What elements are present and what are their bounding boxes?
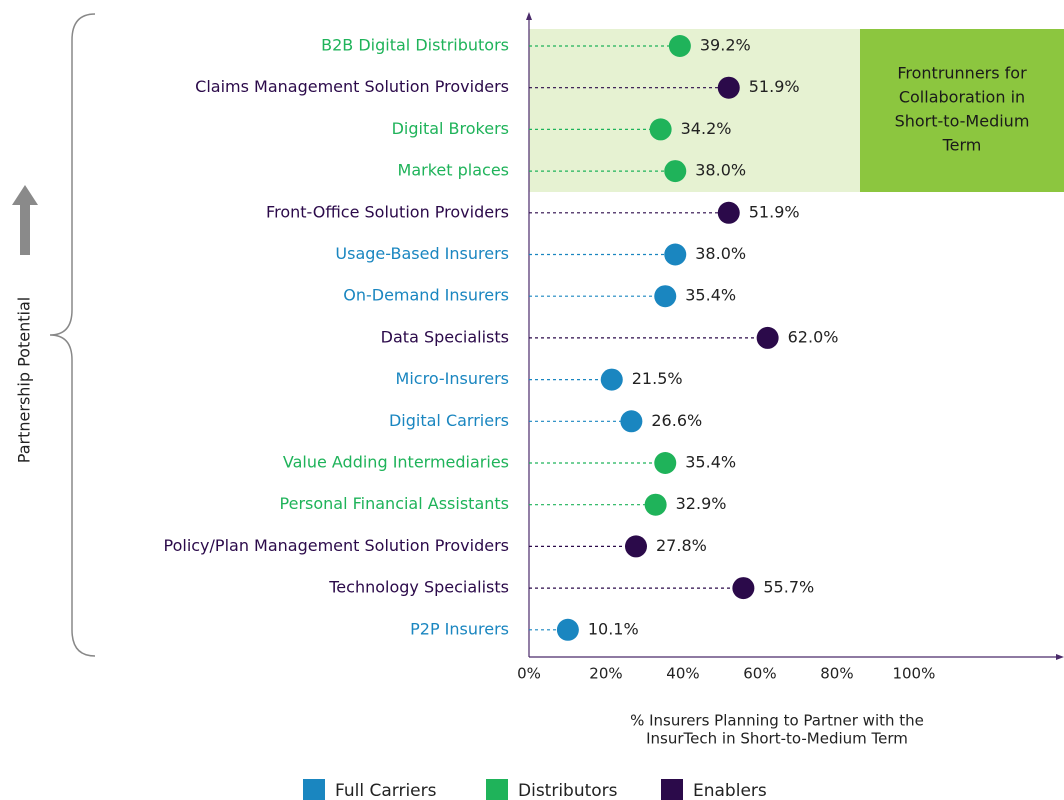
dot [654, 452, 677, 474]
dot [644, 493, 667, 516]
value-label: 62.0% [788, 327, 839, 346]
dot [664, 243, 687, 266]
value-label: 39.2% [700, 36, 751, 55]
value-label: 27.8% [656, 536, 707, 555]
dot [600, 368, 623, 391]
dot [668, 35, 691, 57]
category-label: Micro-Insurers [396, 369, 509, 388]
value-label: 38.0% [695, 161, 746, 180]
value-label: 51.9% [749, 202, 800, 221]
value-label: 38.0% [695, 244, 746, 263]
dot [556, 618, 579, 641]
value-label: 35.4% [685, 453, 736, 472]
legend-swatch [303, 779, 325, 800]
axis-arrow [1056, 654, 1064, 660]
category-label: Policy/Plan Management Solution Provider… [164, 536, 510, 555]
x-axis-label: % Insurers Planning to Partner with the [630, 712, 924, 730]
category-label: Digital Brokers [392, 119, 509, 138]
highlight-band [529, 29, 860, 192]
category-label: Data Specialists [381, 327, 509, 346]
category-label: Front-Office Solution Providers [266, 202, 509, 221]
x-tick-label: 40% [666, 665, 699, 683]
dot [625, 535, 647, 558]
category-label: Usage-Based Insurers [335, 244, 509, 263]
dot [620, 410, 643, 433]
legend-label: Enablers [693, 781, 767, 800]
legend-label: Full Carriers [335, 781, 437, 800]
x-axis-label: InsurTech in Short-to-Medium Term [646, 730, 908, 748]
value-label: 51.9% [749, 77, 800, 96]
annotation: Term [942, 136, 982, 155]
category-label: Personal Financial Assistants [280, 494, 509, 513]
annotation: Collaboration in [899, 88, 1025, 107]
category-label: Technology Specialists [328, 578, 509, 597]
dot [649, 118, 672, 141]
dot [732, 577, 755, 600]
arrow-up [12, 185, 38, 255]
value-label: 34.2% [681, 119, 732, 138]
annotation-box [860, 29, 1064, 192]
dot [717, 76, 740, 99]
category-label: On-Demand Insurers [343, 286, 509, 305]
x-tick-label: 100% [892, 665, 935, 683]
legend-swatch [661, 779, 683, 800]
category-label: Market places [398, 161, 509, 180]
annotation: Frontrunners for [897, 64, 1027, 83]
value-label: 32.9% [676, 494, 727, 513]
value-label: 26.6% [651, 411, 702, 430]
value-label: 21.5% [632, 369, 683, 388]
x-tick-label: 20% [589, 665, 622, 683]
value-label: 55.7% [763, 578, 814, 597]
annotation: Short-to-Medium [895, 112, 1030, 131]
legend-label: Distributors [518, 781, 618, 800]
brace [49, 13, 96, 657]
x-tick-label: 80% [820, 665, 853, 683]
y-axis-label: Partnership Potential [15, 297, 34, 463]
category-label: B2B Digital Distributors [321, 36, 509, 55]
category-label: Value Adding Intermediaries [283, 453, 509, 472]
value-label: 35.4% [685, 286, 736, 305]
category-label: P2P Insurers [410, 619, 509, 638]
value-label: 10.1% [588, 619, 639, 638]
category-label: Claims Management Solution Providers [195, 77, 509, 96]
axis-arrow [526, 12, 532, 20]
x-tick-label: 0% [517, 665, 541, 683]
dot [717, 201, 740, 224]
x-tick-label: 60% [743, 665, 776, 683]
dot [654, 285, 677, 308]
dot [756, 326, 779, 349]
category-label: Digital Carriers [389, 411, 509, 430]
legend-swatch [486, 779, 508, 800]
dot [664, 160, 687, 183]
